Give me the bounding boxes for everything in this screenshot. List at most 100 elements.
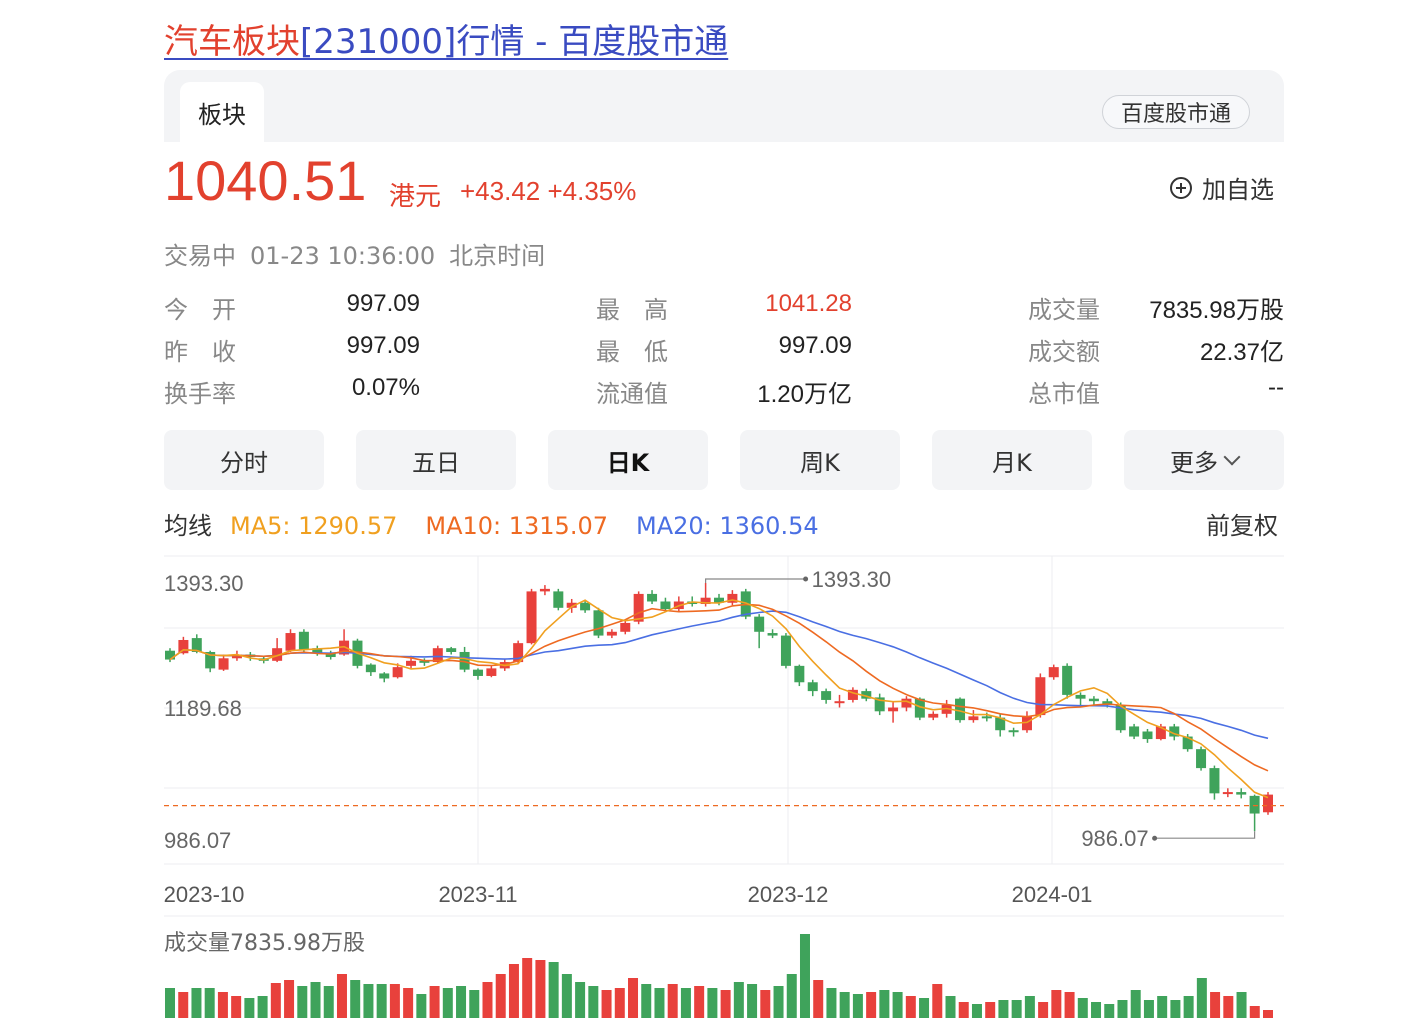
ma-label: 均线 bbox=[164, 512, 212, 540]
candle-body bbox=[727, 593, 738, 603]
volume-bar bbox=[389, 984, 400, 1018]
candle-body bbox=[995, 717, 1006, 731]
candle-body bbox=[1169, 726, 1180, 737]
volume-bar bbox=[442, 988, 453, 1018]
volume-bar bbox=[244, 998, 255, 1018]
tab-sector[interactable]: 板块 bbox=[180, 82, 264, 142]
price-adjust-toggle[interactable]: 前复权 bbox=[1206, 512, 1278, 540]
volume-bar bbox=[1024, 996, 1035, 1018]
volume-bar bbox=[1117, 1000, 1128, 1018]
candle-body bbox=[593, 610, 604, 636]
page-title-link[interactable]: 汽车板块[231000]行情 - 百度股市通 bbox=[164, 14, 728, 63]
volume-bar bbox=[733, 982, 744, 1018]
candle-body bbox=[714, 597, 724, 603]
candle-body bbox=[660, 601, 671, 610]
volume-bar bbox=[535, 960, 546, 1018]
volume-bar bbox=[1091, 1002, 1102, 1018]
ma-legend: 均线 MA5: 1290.57 MA10: 1315.07 MA20: 1360.54 bbox=[164, 506, 847, 541]
volume-bar bbox=[1157, 996, 1168, 1018]
volume-bar bbox=[866, 992, 877, 1018]
volume-bar bbox=[178, 992, 189, 1018]
volume-bar bbox=[1223, 996, 1234, 1018]
stat-value: 1.20万亿 bbox=[757, 381, 852, 408]
plus-circle-icon bbox=[1170, 176, 1192, 199]
volume-bar bbox=[839, 992, 850, 1018]
volume-bar bbox=[165, 988, 175, 1018]
period-weekly-k-button[interactable]: 周K bbox=[740, 430, 900, 490]
volume-bar bbox=[191, 988, 202, 1018]
volume-bar bbox=[945, 996, 956, 1018]
period-monthly-k-button[interactable]: 月K bbox=[932, 430, 1092, 490]
stat-label: 总市值 bbox=[1028, 380, 1100, 408]
candle-body bbox=[1115, 704, 1126, 731]
volume-bar bbox=[892, 992, 903, 1018]
volume-bar bbox=[416, 994, 427, 1018]
current-price: 1040.51 bbox=[164, 149, 367, 212]
volume-bar bbox=[1038, 1002, 1049, 1018]
stat-value: 997.09 bbox=[778, 332, 852, 359]
volume-bar bbox=[720, 990, 731, 1018]
candle-body bbox=[379, 673, 390, 679]
volume-bar bbox=[680, 988, 691, 1018]
candle-body bbox=[633, 593, 644, 622]
candle-body bbox=[1222, 792, 1233, 795]
volume-bar bbox=[1077, 998, 1088, 1018]
volume-bar bbox=[323, 986, 334, 1018]
candle-body bbox=[446, 648, 457, 652]
volume-bar bbox=[588, 986, 599, 1018]
candle-body bbox=[807, 682, 818, 692]
candle-body bbox=[1021, 716, 1032, 731]
y-tick-label: 1393.30 bbox=[164, 571, 244, 596]
volume-bar bbox=[363, 984, 374, 1018]
status-text: 交易中 bbox=[164, 242, 236, 270]
candle-body bbox=[513, 643, 524, 663]
candle-body bbox=[298, 631, 309, 650]
volume-bar bbox=[667, 984, 678, 1018]
period-intraday-button[interactable]: 分时 bbox=[164, 430, 324, 490]
x-tick-label: 2023-12 bbox=[748, 882, 829, 907]
page-title-rest[interactable]: [231000]行情 - 百度股市通 bbox=[300, 22, 729, 62]
period-daily-k-button[interactable]: 日K bbox=[548, 430, 708, 490]
candle-body bbox=[941, 704, 952, 714]
candle-body bbox=[1035, 677, 1046, 716]
stat-label: 最 低 bbox=[596, 338, 668, 366]
min-marker-label: 986.07 bbox=[1081, 826, 1148, 851]
candle-body bbox=[955, 698, 966, 721]
stat-value: -- bbox=[1268, 374, 1284, 401]
period-more-button[interactable]: 更多 bbox=[1124, 430, 1284, 490]
candle-body bbox=[553, 591, 564, 608]
candle-body bbox=[1249, 795, 1260, 814]
candle-body bbox=[700, 597, 711, 605]
candle-body bbox=[914, 698, 925, 718]
candle-body bbox=[647, 593, 658, 602]
period-5day-button[interactable]: 五日 bbox=[356, 430, 516, 490]
candle-body bbox=[1129, 726, 1140, 737]
candle-body bbox=[165, 650, 175, 660]
volume-bar bbox=[601, 990, 612, 1018]
stat-label: 最 高 bbox=[596, 296, 668, 324]
brand-badge[interactable]: 百度股市通 bbox=[1102, 95, 1250, 129]
stat-value: 0.07% bbox=[351, 374, 420, 401]
page-title-highlight[interactable]: 汽车板块 bbox=[164, 22, 300, 62]
volume-bar bbox=[985, 1002, 996, 1018]
quote-time: 01-23 10:36:00 bbox=[250, 242, 436, 270]
volume-bar bbox=[508, 964, 519, 1018]
add-watchlist-button[interactable]: 加自选 bbox=[1170, 170, 1274, 205]
candle-body bbox=[1209, 768, 1220, 794]
volume-bar bbox=[905, 996, 916, 1018]
candle-body bbox=[847, 689, 858, 700]
candle-body bbox=[178, 639, 189, 654]
stat-label: 流通值 bbox=[596, 380, 668, 408]
candle-body bbox=[1008, 730, 1019, 733]
candle-body bbox=[1196, 749, 1207, 769]
stat-value: 997.09 bbox=[346, 332, 420, 359]
ma10-value: MA10: 1315.07 bbox=[425, 512, 608, 540]
change-amount: +43.42 bbox=[460, 176, 541, 206]
stat-label: 昨 收 bbox=[164, 338, 236, 366]
candle-body bbox=[580, 602, 591, 611]
candle-body bbox=[821, 691, 832, 700]
volume-bar bbox=[826, 988, 837, 1018]
candle-body bbox=[981, 716, 992, 719]
timezone: 北京时间 bbox=[449, 242, 546, 270]
